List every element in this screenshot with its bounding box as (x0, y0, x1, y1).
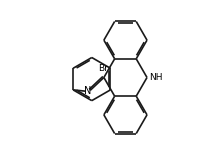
Text: N: N (84, 86, 91, 96)
Text: Br: Br (98, 64, 108, 73)
Text: NH: NH (149, 73, 163, 82)
